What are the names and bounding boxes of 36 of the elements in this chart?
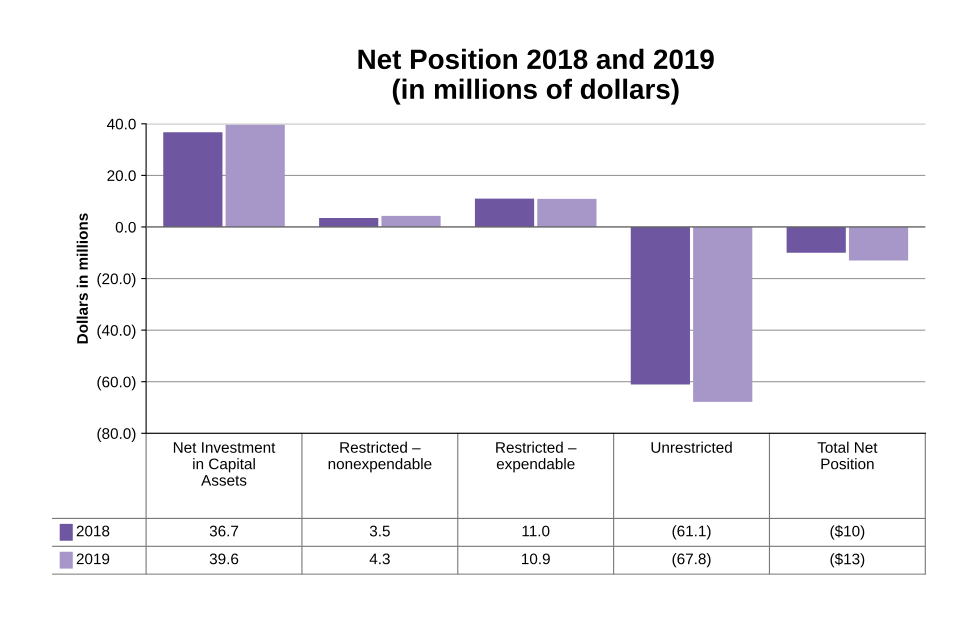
data-label: ($10) <box>830 525 864 540</box>
y-tick-label: 40.0 <box>106 118 136 130</box>
chart-title: Net Position 2018 and 2019 (in millions of dollars) <box>358 48 714 105</box>
y-axis-title: Dollars in millions <box>76 213 88 344</box>
data-label: 3.5 <box>370 526 390 536</box>
bar <box>319 218 378 227</box>
y-tick-label: 20.0 <box>107 170 136 182</box>
bar <box>537 198 596 227</box>
bar <box>226 124 285 227</box>
bar <box>693 226 752 402</box>
x-tick-label: Unrestricted <box>652 442 732 453</box>
bar <box>163 132 222 227</box>
data-label: ($13) <box>830 552 864 568</box>
x-tick-label: Restricted – expendable <box>496 442 576 472</box>
legend-label: 2018 <box>76 526 110 536</box>
x-tick-label: Restricted – nonexpendable <box>328 442 432 472</box>
data-label: (61.1) <box>672 525 711 540</box>
y-tick-label: (80.0) <box>97 428 136 442</box>
data-label: 39.6 <box>210 553 238 564</box>
data-label: 11.0 <box>522 526 550 536</box>
y-tick-label: 0.0 <box>116 222 136 233</box>
data-label: 36.7 <box>210 526 238 536</box>
data-label: (67.8) <box>672 553 711 568</box>
y-tick-label: (60.0) <box>97 376 136 390</box>
x-tick-label: Net Investment in Capital Assets <box>174 442 276 486</box>
legend-label: 2019 <box>76 553 110 564</box>
bar <box>630 226 690 385</box>
y-tick-label: (40.0) <box>97 324 136 339</box>
y-tick-label: (20.0) <box>97 273 136 288</box>
bar <box>786 226 846 253</box>
x-tick-label: Total Net Position <box>818 442 878 470</box>
bar <box>381 216 441 227</box>
data-label: 4.3 <box>370 553 390 564</box>
bar <box>474 198 534 227</box>
data-label: 10.9 <box>522 553 550 564</box>
bar <box>848 226 908 260</box>
